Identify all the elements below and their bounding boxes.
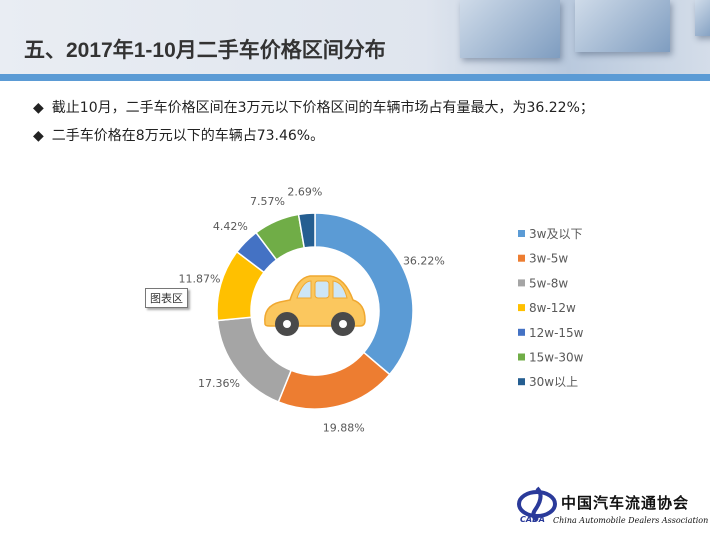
data-label: 4.42% — [213, 220, 248, 233]
legend-item[interactable]: 5w-8w — [518, 276, 568, 290]
legend-swatch — [518, 304, 525, 312]
legend-label: 3w-5w — [529, 252, 568, 266]
bullet-text: 二手车价格在8万元以下的车辆占73.46%。 — [51, 128, 325, 144]
diamond-icon: ◆ — [33, 100, 44, 116]
legend-label: 15w-30w — [529, 351, 584, 365]
header-divider — [0, 74, 710, 81]
legend-label: 3w及以下 — [529, 227, 582, 241]
legend-item[interactable]: 8w-12w — [518, 301, 576, 315]
legend-swatch — [518, 328, 525, 336]
legend-label: 30w以上 — [529, 375, 578, 389]
legend-item[interactable]: 12w-15w — [518, 326, 584, 340]
chart-area-tooltip: 图表区 — [145, 288, 188, 308]
page-title: 五、2017年1-10月二手车价格区间分布 — [24, 39, 386, 62]
bullet-item: ◆ 二手车价格在8万元以下的车辆占73.46%。 — [33, 125, 324, 145]
legend-swatch — [518, 279, 525, 287]
logo-english-name: China Automobile Dealers Association — [553, 516, 709, 525]
data-label: 11.87% — [179, 272, 221, 285]
legend-item[interactable]: 3w及以下 — [518, 227, 582, 241]
data-label: 2.69% — [287, 185, 322, 198]
legend-item[interactable]: 15w-30w — [518, 351, 584, 365]
cada-logo-icon — [517, 486, 557, 522]
bullet-item: ◆ 截止10月，二手车价格区间在3万元以下价格区间的车辆市场占有量最大，为36.2… — [33, 97, 594, 117]
car-icon — [264, 275, 366, 336]
data-label: 7.57% — [250, 195, 285, 208]
decor-cube — [575, 0, 670, 52]
diamond-icon: ◆ — [33, 128, 44, 144]
legend-swatch — [518, 230, 525, 237]
legend-item[interactable]: 30w以上 — [518, 375, 578, 389]
logo-chinese-name: 中国汽车流通协会 — [561, 494, 690, 512]
legend-swatch — [518, 254, 525, 262]
donut-slice-1[interactable] — [314, 212, 414, 376]
decor-cube — [460, 0, 560, 58]
data-label: 36.22% — [403, 255, 445, 268]
legend-label: 8w-12w — [529, 301, 576, 315]
legend-label: 5w-8w — [529, 276, 568, 290]
donut-slice-2[interactable] — [277, 351, 391, 410]
legend-item[interactable]: 3w-5w — [518, 252, 568, 266]
data-label: 17.36% — [198, 377, 240, 390]
legend-swatch — [518, 353, 525, 361]
legend-label: 12w-15w — [529, 326, 584, 340]
bullet-text: 截止10月，二手车价格区间在3万元以下价格区间的车辆市场占有量最大，为36.22… — [51, 100, 594, 116]
legend-swatch — [518, 378, 525, 386]
logo-abbr: CADA — [520, 515, 545, 524]
data-label: 19.88% — [323, 422, 365, 435]
header-banner: 五、2017年1-10月二手车价格区间分布 — [0, 0, 710, 74]
decor-cube — [695, 0, 710, 36]
donut-slice-7[interactable] — [297, 212, 316, 249]
